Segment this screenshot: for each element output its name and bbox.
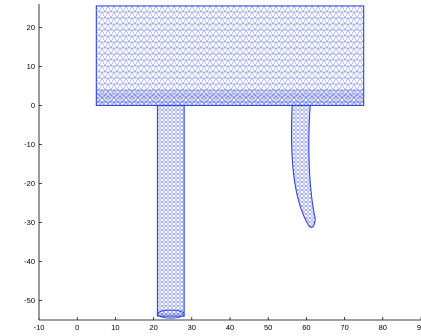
region-main-block — [95, 5, 365, 106]
y-tick-label: 20 — [27, 23, 35, 32]
x-tick-label: -10 — [34, 323, 45, 332]
x-tick-label: 70 — [340, 323, 348, 332]
region-left-column — [156, 104, 185, 317]
y-tick-label: -10 — [24, 140, 35, 149]
region-right-curved-channel — [290, 104, 316, 228]
axes-layer: -10 0 10 20 30 40 50 60 70 80 90 20 10 0 -10 -20 -30 -40 -… — [24, 4, 421, 332]
x-tick-label: 40 — [226, 323, 234, 332]
y-tick-label: -40 — [24, 257, 35, 266]
y-tick-label: -30 — [24, 218, 35, 227]
x-tick-label: 10 — [111, 323, 119, 332]
x-tick-label: 50 — [264, 323, 272, 332]
x-tick-label: 0 — [75, 323, 79, 332]
left-column-bottom — [156, 309, 185, 319]
x-tick-label: 90 — [417, 323, 421, 332]
mesh-layer — [95, 5, 365, 319]
main-block-refined-band — [96, 89, 364, 106]
x-tick-label: 80 — [379, 323, 387, 332]
x-tick-label: 60 — [302, 323, 310, 332]
y-tick-label: 10 — [27, 62, 35, 71]
y-tick-label: -20 — [24, 179, 35, 188]
x-tick-label: 20 — [149, 323, 157, 332]
y-tick-label: -50 — [24, 296, 35, 305]
y-tick-label: 0 — [31, 101, 35, 110]
x-tick-label: 30 — [188, 323, 196, 332]
